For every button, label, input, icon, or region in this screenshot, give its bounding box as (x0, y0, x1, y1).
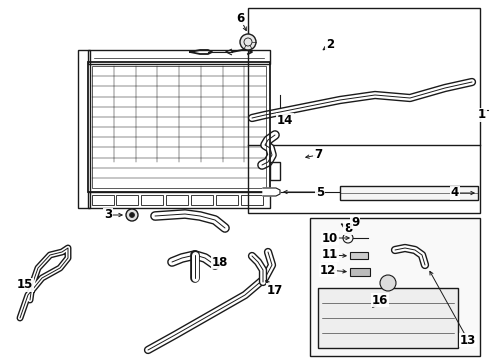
Text: 8: 8 (344, 221, 352, 234)
Text: 18: 18 (212, 256, 228, 269)
Bar (350, 268, 370, 276)
Bar (166, 195, 188, 205)
Circle shape (129, 212, 134, 217)
Text: 1: 1 (478, 108, 486, 122)
Bar (88, 62, 270, 192)
Bar (88, 192, 270, 208)
Circle shape (126, 209, 138, 221)
Bar (318, 288, 458, 348)
Bar (92, 195, 114, 205)
Bar (270, 162, 280, 180)
Bar (216, 195, 238, 205)
Text: 10: 10 (322, 231, 338, 244)
Text: 9: 9 (351, 216, 359, 229)
Bar (191, 195, 213, 205)
Polygon shape (263, 188, 280, 196)
Text: 6: 6 (236, 12, 244, 24)
Text: 13: 13 (460, 333, 476, 346)
Bar (248, 8, 480, 213)
Text: 17: 17 (267, 284, 283, 297)
Circle shape (240, 34, 256, 50)
Text: 11: 11 (322, 248, 338, 261)
Text: 2: 2 (326, 39, 334, 51)
Bar (340, 186, 478, 200)
Bar (88, 50, 270, 64)
Text: 4: 4 (451, 186, 459, 199)
Text: 15: 15 (17, 279, 33, 292)
Circle shape (380, 275, 396, 291)
Bar (78, 50, 90, 208)
Text: 3: 3 (104, 208, 112, 221)
Text: 5: 5 (316, 185, 324, 198)
Text: 7: 7 (314, 148, 322, 162)
Bar (350, 252, 368, 259)
Text: 14: 14 (277, 113, 293, 126)
Bar (310, 218, 480, 356)
Bar (116, 195, 138, 205)
Bar (141, 195, 163, 205)
Text: 16: 16 (372, 293, 388, 306)
Text: 12: 12 (320, 264, 336, 276)
Bar (92, 66, 266, 188)
Bar (241, 195, 263, 205)
